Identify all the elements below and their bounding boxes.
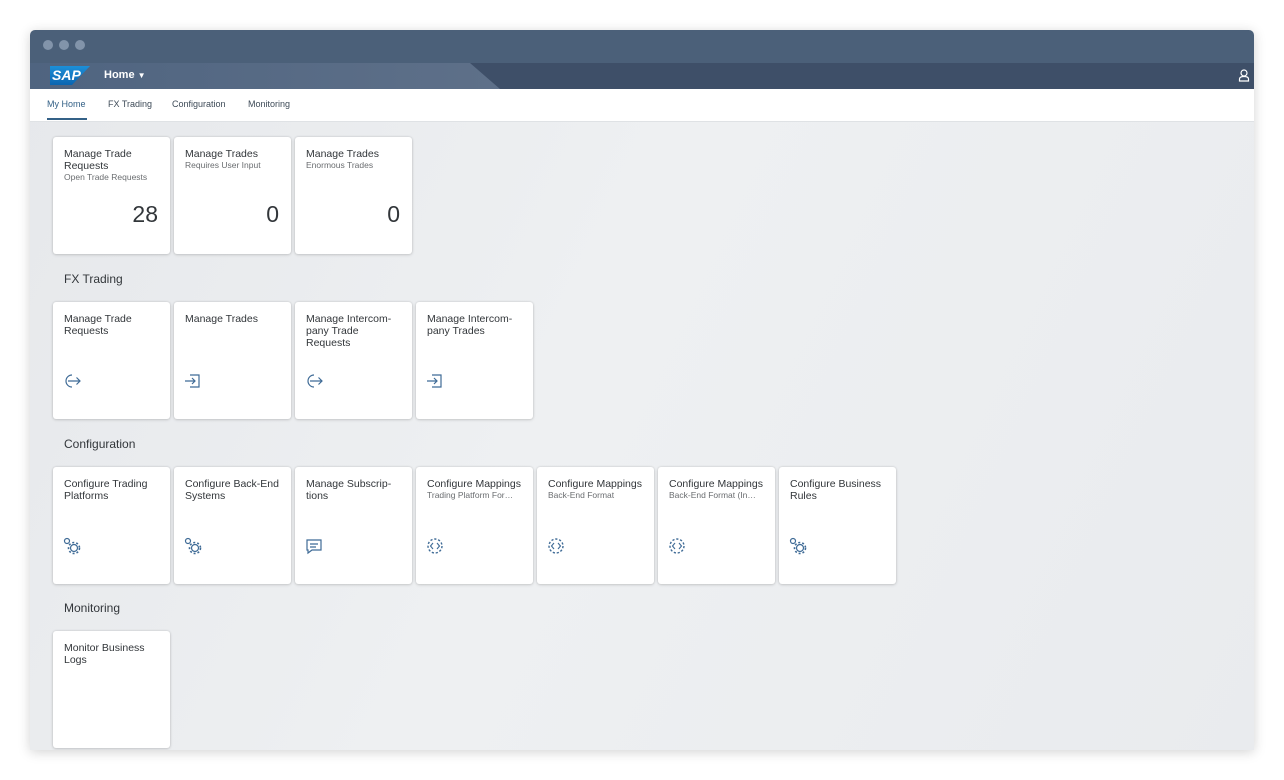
- tile-header: Configure Mappings Back-End Format: [548, 478, 646, 501]
- tile-header: Configure Business Rules: [790, 478, 888, 502]
- tab[interactable]: Monitoring: [248, 99, 291, 109]
- tile-header: Manage Trades Requires User Input: [185, 148, 283, 171]
- tile-title: Manage Trade Requests: [64, 148, 132, 172]
- tile-header: Manage Intercom-pany Trades: [427, 313, 525, 337]
- home-menu[interactable]: Home ▼: [104, 69, 145, 81]
- tile[interactable]: Manage Trades: [174, 302, 291, 419]
- tab-underline: [47, 118, 87, 120]
- tile-header: Configure Mappings Back-End Format (In…: [669, 478, 767, 501]
- tile-title: Manage Trades: [185, 148, 258, 160]
- tile-icon: [789, 537, 807, 555]
- tile-header: Manage Trade Requests Open Trade Requests: [64, 148, 162, 183]
- tile[interactable]: Manage Trades Requires User Input 0: [174, 137, 291, 254]
- tile-title: Manage Intercom-pany Trades: [427, 313, 513, 337]
- tile-title: Configure Mappings: [427, 478, 521, 490]
- tile-title: Manage Trades: [185, 313, 258, 325]
- shell-highlight: [30, 63, 500, 89]
- tile-number: 0: [387, 201, 400, 227]
- tile-title: Configure Back-End Systems: [185, 478, 279, 502]
- tile-subtitle: Requires User Input: [185, 160, 261, 170]
- tab[interactable]: My Home: [47, 99, 86, 109]
- window-dot: [59, 40, 69, 50]
- tile-number: 28: [132, 201, 158, 227]
- tile-header: Manage Trades Enormous Trades: [306, 148, 404, 171]
- tile-icon: [427, 374, 442, 388]
- shell-bar: SAP Home ▼: [30, 63, 1254, 89]
- tile-header: Monitor Business Logs: [64, 642, 162, 666]
- tile-title: Manage Intercom-pany Trade Requests: [306, 313, 392, 349]
- tile-title: Configure Mappings: [669, 478, 763, 490]
- browser-window: SAP Home ▼ My Home FX Trading Configuration…: [30, 30, 1254, 750]
- tile-icon: [307, 374, 323, 388]
- window-dot: [75, 40, 85, 50]
- tile[interactable]: Configure Business Rules: [779, 467, 896, 584]
- tile-header: Manage Trade Requests: [64, 313, 162, 337]
- tile-subtitle: Enormous Trades: [306, 160, 374, 170]
- tile-header: Configure Back-End Systems: [185, 478, 283, 502]
- tile-title: Configure Mappings: [548, 478, 642, 490]
- tab[interactable]: Configuration: [172, 99, 226, 109]
- home-menu-label[interactable]: Home: [104, 69, 135, 81]
- tile-number: 0: [266, 201, 279, 227]
- tile-subtitle: Back-End Format (In…: [669, 490, 756, 500]
- tab[interactable]: FX Trading: [108, 99, 153, 109]
- section-title: Configuration: [64, 437, 136, 451]
- tile-icon: [184, 537, 202, 555]
- tile-subtitle: Trading Platform For…: [427, 490, 514, 500]
- section-title: FX Trading: [64, 272, 123, 286]
- tile-subtitle: Open Trade Requests: [64, 172, 148, 182]
- tile[interactable]: Manage Intercom-pany Trade Requests: [295, 302, 412, 419]
- tile-header: Manage Subscrip-tions: [306, 478, 404, 502]
- title-bar: [30, 30, 1254, 63]
- tile[interactable]: Manage Intercom-pany Trades: [416, 302, 533, 419]
- tile-header: Configure Mappings Trading Platform For…: [427, 478, 525, 501]
- tile-icon: [306, 539, 322, 555]
- tile[interactable]: Configure Mappings Trading Platform For…: [416, 467, 533, 584]
- tile-icon: [548, 538, 564, 554]
- tile[interactable]: Manage Trade Requests Open Trade Requests…: [53, 137, 170, 254]
- tile[interactable]: Manage Subscrip-tions: [295, 467, 412, 584]
- tile[interactable]: Manage Trade Requests: [53, 302, 170, 419]
- caret: ▼: [137, 71, 146, 80]
- tile-title: Manage Subscrip-tions: [306, 478, 392, 502]
- tile[interactable]: Monitor Business Logs: [53, 631, 170, 748]
- tile-subtitle: Back-End Format: [548, 490, 615, 500]
- tile[interactable]: Configure Trading Platforms: [53, 467, 170, 584]
- tile-icon: [669, 538, 685, 554]
- tile-title: Configure Business Rules: [790, 478, 882, 502]
- tile-icon: [65, 374, 81, 388]
- tile-header: Configure Trading Platforms: [64, 478, 162, 502]
- tile-icon: [427, 538, 443, 554]
- tile-header: Manage Trades: [185, 313, 283, 325]
- tile-header: Manage Intercom-pany Trade Requests: [306, 313, 404, 349]
- window-dot: [43, 40, 53, 50]
- tile-title: Monitor Business Logs: [64, 642, 145, 666]
- tile[interactable]: Configure Back-End Systems: [174, 467, 291, 584]
- user-icon[interactable]: [1238, 69, 1250, 82]
- tile-icon: [63, 537, 81, 555]
- tile[interactable]: Manage Trades Enormous Trades 0: [295, 137, 412, 254]
- tile[interactable]: Configure Mappings Back-End Format: [537, 467, 654, 584]
- tile-title: Manage Trade Requests: [64, 313, 132, 337]
- tab-bar: My Home FX Trading Configuration Monitoring: [30, 89, 1254, 122]
- tile[interactable]: Configure Mappings Back-End Format (In…: [658, 467, 775, 584]
- tile-title: Manage Trades: [306, 148, 379, 160]
- tile-title: Configure Trading Platforms: [64, 478, 148, 502]
- section-title: Monitoring: [64, 601, 121, 615]
- tile-icon: [185, 374, 200, 388]
